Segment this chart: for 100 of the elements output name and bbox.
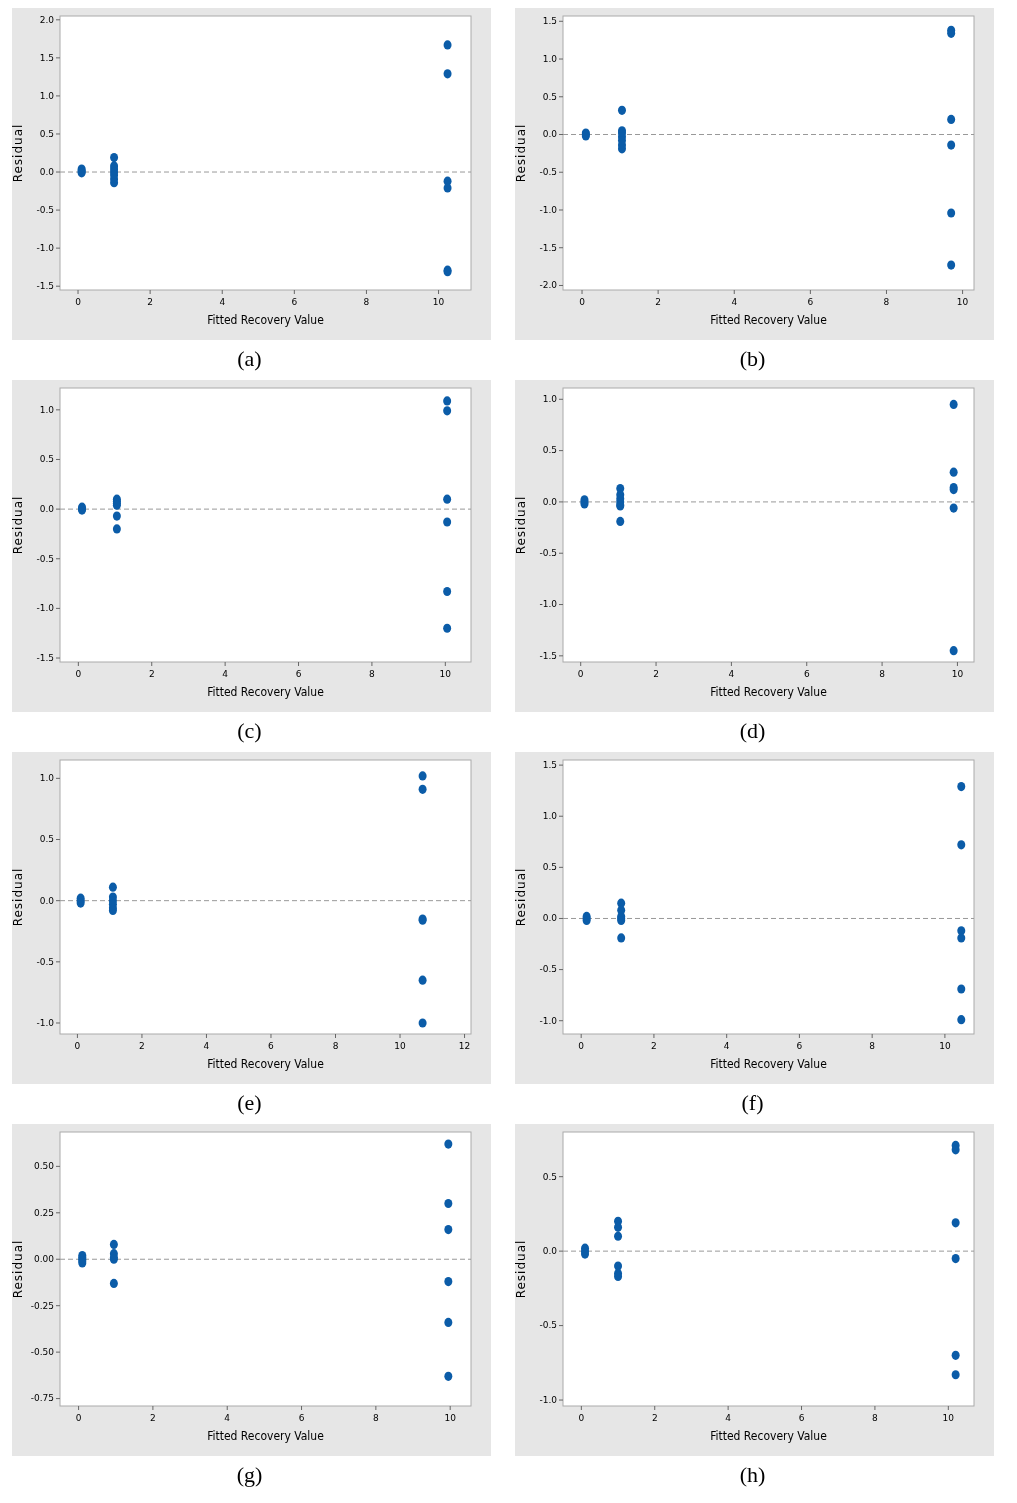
text: (f) [741, 1090, 764, 1115]
y-tick-label: -0.50 [30, 1347, 55, 1358]
text: (a) [237, 346, 262, 371]
x-tick-label: 4 [725, 1413, 732, 1423]
y-tick-label: -0.25 [30, 1300, 54, 1311]
x-tick-label: 10 [394, 1041, 407, 1051]
x-tick-label: 12 [458, 1041, 471, 1051]
x-tick-label: 0 [578, 1413, 585, 1423]
y-tick-label: -1.0 [36, 1017, 55, 1028]
x-tick-label: 0 [577, 669, 584, 679]
x-tick-label: 2 [655, 297, 662, 307]
x-tick-label: 6 [807, 297, 814, 307]
text: (e) [237, 1090, 262, 1115]
text: (g) [236, 1462, 263, 1487]
y-tick-label: 0.0 [542, 129, 558, 140]
x-tick-label: 8 [332, 1041, 339, 1051]
x-tick-label: 2 [147, 297, 153, 307]
y-tick-label: 1.5 [39, 52, 54, 63]
y-axis-title: Residual [11, 1239, 25, 1299]
x-tick-label: 6 [268, 1041, 275, 1051]
y-tick-label: -1.0 [539, 204, 558, 215]
y-axis-title: Residual [11, 867, 25, 927]
y-tick-label: 0.25 [33, 1207, 54, 1218]
y-tick-label: -1.5 [36, 281, 54, 292]
y-tick-label: -1.0 [539, 1015, 558, 1026]
y-tick-label: 1.0 [542, 53, 558, 64]
y-tick-label: 0.0 [542, 496, 558, 507]
y-tick-label: 0.5 [542, 91, 557, 102]
y-axis-title: Residual [11, 123, 25, 183]
x-tick-label: 4 [723, 1041, 730, 1051]
y-tick-label: 0.00 [33, 1254, 55, 1265]
x-tick-label: 0 [578, 1041, 585, 1051]
y-axis-title: Residual [514, 123, 528, 183]
y-axis-title: Residual [514, 867, 528, 927]
y-axis-title: Residual [514, 1239, 528, 1299]
x-tick-label: 6 [803, 669, 810, 679]
y-tick-label: 1.5 [542, 16, 557, 27]
y-axis-title: Residual [514, 495, 528, 555]
x-tick-label: 4 [728, 669, 735, 679]
x-tick-label: 8 [363, 297, 370, 307]
x-tick-label: 6 [295, 669, 302, 679]
x-tick-label: 2 [148, 669, 155, 679]
text: (c) [237, 718, 262, 743]
y-axis-title: Residual [11, 495, 25, 555]
y-tick-label: 1.0 [39, 90, 55, 101]
x-axis-title: Fitted Recovery Value [207, 685, 325, 699]
x-tick-label: 6 [796, 1041, 803, 1051]
x-tick-label: 8 [373, 1413, 379, 1423]
x-axis-title: Fitted Recovery Value [207, 1057, 325, 1071]
y-tick-label: 1.0 [542, 394, 558, 405]
y-tick-label: 0.0 [39, 504, 55, 514]
y-tick-label: -1.5 [36, 652, 54, 663]
x-tick-label: 10 [939, 1041, 951, 1051]
y-tick-label: -0.5 [539, 1320, 557, 1331]
y-tick-label: -0.5 [539, 167, 557, 178]
x-axis-title: Fitted Recovery Value [207, 313, 325, 327]
x-tick-label: 4 [219, 297, 226, 307]
x-tick-label: 10 [951, 669, 964, 679]
x-tick-label: 6 [291, 297, 298, 307]
y-tick-label: 1.0 [39, 773, 55, 784]
x-tick-label: 2 [651, 1041, 657, 1051]
x-tick-label: 0 [75, 1413, 82, 1423]
y-tick-label: 2.0 [39, 14, 55, 25]
y-tick-label: 0.0 [542, 913, 558, 924]
x-tick-label: 8 [369, 669, 376, 679]
y-tick-label: 0.5 [39, 834, 54, 845]
text: (b) [739, 346, 766, 371]
y-tick-label: 1.5 [542, 759, 557, 770]
y-tick-label: 0.0 [542, 1246, 558, 1257]
x-tick-label: 10 [942, 1413, 955, 1423]
x-tick-label: 2 [139, 1041, 145, 1051]
y-tick-label: 0.50 [33, 1161, 55, 1172]
y-tick-label: -0.75 [30, 1393, 54, 1404]
x-axis-title: Fitted Recovery Value [710, 1057, 828, 1071]
x-tick-label: 0 [74, 1041, 81, 1051]
x-tick-label: 4 [731, 297, 738, 307]
y-tick-label: 0.0 [39, 895, 55, 906]
y-tick-label: -1.0 [36, 603, 55, 614]
x-tick-label: 0 [75, 297, 82, 307]
y-tick-label: 1.0 [39, 404, 55, 415]
y-tick-label: 0.5 [39, 128, 54, 139]
x-tick-label: 0 [75, 669, 82, 679]
y-tick-label: -1.5 [539, 242, 557, 253]
x-tick-label: 8 [869, 1041, 876, 1051]
y-tick-label: 0.5 [542, 1171, 557, 1182]
x-tick-label: 8 [879, 669, 886, 679]
x-tick-label: 8 [872, 1413, 879, 1423]
y-tick-label: -0.5 [36, 204, 54, 215]
y-tick-label: 0.5 [39, 454, 54, 465]
y-tick-label: 1.0 [542, 811, 558, 822]
y-tick-label: -0.5 [539, 964, 557, 975]
x-tick-label: 0 [579, 297, 586, 307]
x-tick-label: 4 [203, 1041, 210, 1051]
y-tick-label: -2.0 [539, 280, 558, 291]
x-axis-title: Fitted Recovery Value [710, 313, 828, 327]
x-tick-label: 10 [444, 1413, 457, 1423]
text: (h) [739, 1462, 766, 1487]
x-tick-label: 10 [432, 297, 445, 307]
x-tick-label: 2 [150, 1413, 156, 1423]
x-tick-label: 10 [439, 669, 452, 679]
